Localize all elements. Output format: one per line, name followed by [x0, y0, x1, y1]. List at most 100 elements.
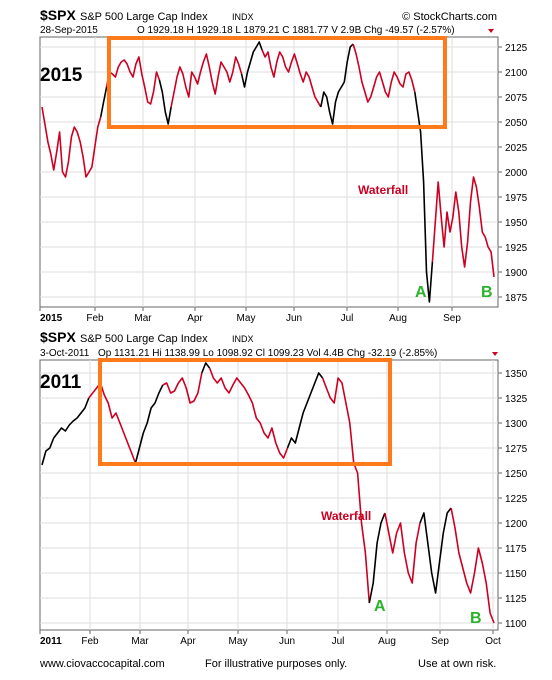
chart2-symbol: $SPX — [40, 329, 76, 345]
price-line-segment — [201, 362, 211, 374]
chart1-symbol: $SPX — [40, 7, 76, 23]
price-line-segment — [240, 41, 263, 88]
price-line-segment — [419, 507, 452, 594]
x-tick-label: Jun — [279, 636, 295, 647]
x-tick-label: Feb — [86, 313, 104, 324]
chart1-index-name: S&P 500 Large Cap Index — [80, 11, 208, 23]
y-tick-label: 1250 — [505, 469, 528, 480]
x-tick-label: 2015 — [40, 313, 63, 324]
chart-2015: $SPX S&P 500 Large Cap Index INDX © Stoc… — [39, 7, 528, 324]
x-tick-label: Apr — [187, 313, 203, 324]
chart2-index-name: S&P 500 Large Cap Index — [80, 333, 208, 345]
footer-website[interactable]: www.ciovaccocapital.com — [40, 658, 165, 670]
price-line-segment — [352, 43, 416, 103]
price-line-segment — [384, 512, 421, 584]
chart1-date: 28-Sep-2015 — [40, 25, 98, 36]
chart1-year-label: 2015 — [40, 65, 83, 86]
chart1-quote: O 1929.18 H 1929.18 L 1879.21 C 1881.77 … — [137, 25, 455, 36]
y-tick-label: 1275 — [505, 444, 528, 455]
footer-disclaimer: For illustrative purposes only. — [205, 658, 348, 670]
y-tick-label: 1900 — [505, 268, 528, 279]
x-tick-label: Mar — [134, 313, 152, 324]
price-line-segment — [105, 56, 161, 105]
chart1-price-line — [41, 41, 495, 303]
y-tick-label: 1125 — [505, 594, 527, 605]
price-line-segment — [41, 397, 90, 466]
x-tick-label: Jul — [341, 313, 354, 324]
chart2-year-label: 2011 — [40, 372, 82, 393]
chart1-highlight-box — [107, 36, 447, 129]
x-tick-label: Feb — [81, 636, 99, 647]
chart1-change-arrow-icon — [488, 29, 494, 33]
y-tick-label: 2125 — [505, 43, 528, 54]
price-line-segment — [450, 507, 495, 624]
price-line-segment — [88, 382, 137, 464]
chart2-waterfall-label: Waterfall — [321, 509, 371, 523]
price-line-segment — [158, 79, 172, 125]
y-tick-label: 1325 — [505, 394, 528, 405]
y-tick-label: 1350 — [505, 369, 528, 380]
y-tick-label: 1300 — [505, 419, 528, 430]
chart2-x-axis: 2011 Feb Mar Apr May Jun Jul Aug Sep Oct — [39, 630, 501, 647]
x-tick-label: Aug — [389, 313, 407, 324]
x-tick-label: May — [237, 313, 256, 324]
chart2-point-b-label: B — [470, 610, 482, 627]
y-tick-label: 2000 — [505, 168, 528, 179]
x-tick-label: Jun — [286, 313, 302, 324]
chart1-point-b-label: B — [481, 284, 493, 301]
chart2-change-arrow-icon — [492, 352, 498, 356]
y-tick-label: 1875 — [505, 293, 528, 304]
y-tick-label: 2050 — [505, 118, 528, 129]
price-line-segment — [321, 377, 371, 604]
y-tick-label: 2025 — [505, 143, 528, 154]
x-tick-label: Aug — [378, 636, 396, 647]
y-tick-label: 1975 — [505, 193, 528, 204]
x-tick-label: Apr — [180, 636, 196, 647]
price-line-segment — [286, 372, 324, 449]
chart2-plot-frame — [39, 359, 499, 631]
price-line-segment — [368, 512, 386, 604]
chart2-point-a-label: A — [374, 598, 386, 615]
footer-risk-note: Use at own risk. — [418, 658, 497, 670]
price-line-segment — [99, 86, 108, 118]
price-line-segment — [414, 91, 434, 303]
chart1-source: © StockCharts.com — [402, 11, 497, 23]
chart1-x-axis: 2015 Feb Mar Apr May Jun Jul Aug Sep — [39, 307, 461, 324]
chart-2011: $SPX S&P 500 Large Cap Index INDX 3-Oct-… — [39, 329, 528, 647]
y-tick-label: 1925 — [505, 243, 528, 254]
x-tick-label: May — [229, 636, 248, 647]
chart1-exchange: INDX — [232, 12, 254, 22]
chart2-quote: Op 1131.21 Hi 1138.99 Lo 1098.92 Cl 1099… — [98, 348, 437, 359]
chart2-price-line — [41, 362, 495, 624]
chart1-waterfall-label: Waterfall — [358, 183, 408, 197]
chart2-exchange: INDX — [232, 334, 254, 344]
price-line-segment — [261, 49, 322, 108]
y-tick-label: 2075 — [505, 93, 528, 104]
chart2-highlight-box — [98, 358, 392, 466]
y-tick-label: 1200 — [505, 519, 528, 530]
chart1-point-a-label: A — [415, 284, 427, 301]
chart2-date: 3-Oct-2011 — [40, 348, 90, 359]
x-tick-label: Oct — [485, 636, 501, 647]
x-tick-label: Mar — [131, 636, 149, 647]
price-line-segment — [134, 384, 164, 464]
x-tick-label: Sep — [431, 636, 449, 647]
price-line-segment — [162, 372, 203, 404]
y-tick-label: 1100 — [505, 619, 527, 630]
chart2-gridlines — [40, 360, 498, 630]
y-tick-label: 2100 — [505, 68, 528, 79]
y-tick-label: 1175 — [505, 544, 527, 555]
x-tick-label: 2011 — [40, 636, 62, 647]
price-line-segment — [320, 43, 354, 125]
price-line-segment — [41, 106, 102, 178]
x-tick-label: Sep — [443, 313, 461, 324]
chart2-y-axis: 1100 1125 1150 1175 1200 1225 1250 1275 1300 1325… — [498, 369, 528, 630]
price-line-segment — [431, 176, 495, 278]
y-tick-label: 1150 — [505, 569, 527, 580]
chart1-y-axis: 1875 1900 1925 1950 1975 2000 2025 2050 2075 2100… — [498, 43, 528, 304]
y-tick-label: 1950 — [505, 218, 528, 229]
y-tick-label: 1225 — [505, 494, 528, 505]
x-tick-label: Jul — [332, 636, 345, 647]
price-line-segment — [170, 53, 243, 108]
